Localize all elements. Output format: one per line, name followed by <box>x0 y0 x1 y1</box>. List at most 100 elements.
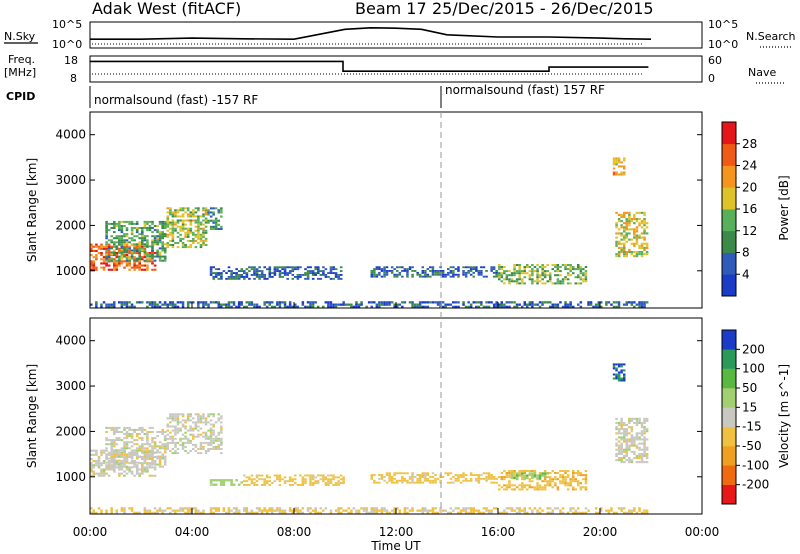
heatmap-cell <box>151 260 154 263</box>
heatmap-cell <box>322 266 325 269</box>
heatmap-cell <box>617 213 621 216</box>
heatmap-cell <box>105 245 108 248</box>
heatmap-cell <box>505 474 509 477</box>
heatmap-cell <box>633 218 636 221</box>
heatmap-cell <box>212 213 215 216</box>
heatmap-cell <box>197 509 200 512</box>
heatmap-cell <box>329 277 333 280</box>
heatmap-cell <box>635 457 639 460</box>
heatmap-cell <box>538 266 542 268</box>
heatmap-cell <box>135 245 139 248</box>
heatmap-cell <box>521 476 524 479</box>
heatmap-cell <box>577 472 580 474</box>
heatmap-cell <box>536 474 539 477</box>
heatmap-cell <box>107 426 111 429</box>
heatmap-cell <box>110 465 113 468</box>
heatmap-cell <box>214 507 218 510</box>
heatmap-cell <box>209 225 213 228</box>
heatmap-cell <box>643 246 646 249</box>
heatmap-cell <box>615 373 618 376</box>
heatmap-cell <box>113 231 116 234</box>
heatmap-cell <box>623 379 626 382</box>
heatmap-cell <box>243 305 246 308</box>
heatmap-cell <box>158 257 162 260</box>
heatmap-cell <box>452 271 455 274</box>
heatmap-cell <box>90 453 93 456</box>
heatmap-cell <box>620 173 623 176</box>
heatmap-cell <box>194 511 198 514</box>
heatmap-cell <box>523 272 526 275</box>
heatmap-cell <box>174 221 177 224</box>
heatmap-cell <box>286 305 289 308</box>
heatmap-cell <box>243 474 246 477</box>
heatmap-cell <box>342 301 345 304</box>
heatmap-cell <box>645 430 649 433</box>
heatmap-cell <box>202 207 205 210</box>
heatmap-cell <box>194 443 198 446</box>
heatmap-cell <box>141 264 144 267</box>
heatmap-cell <box>370 477 373 480</box>
heatmap-cell <box>125 220 129 223</box>
heatmap-cell <box>171 419 175 422</box>
heatmap-cell <box>643 444 646 447</box>
heatmap-cell <box>508 480 511 483</box>
heatmap-cell <box>130 437 134 440</box>
heatmap-cell <box>617 377 621 380</box>
colorbar-tick-label: 28 <box>742 137 757 151</box>
heatmap-cell <box>105 231 108 234</box>
heatmap-cell <box>105 247 108 250</box>
heatmap-cell <box>375 481 379 484</box>
heatmap-cell <box>174 211 177 214</box>
colorbar-tick-label: 50 <box>742 381 757 395</box>
heatmap-cell <box>278 509 282 512</box>
heatmap-cell <box>457 305 460 308</box>
heatmap-cell <box>411 275 414 278</box>
heatmap-cell <box>138 472 141 475</box>
heatmap-cell <box>189 441 192 444</box>
heatmap-cell <box>311 272 315 274</box>
heatmap-cell <box>123 474 126 477</box>
heatmap-cell <box>197 303 200 306</box>
heatmap-cell <box>383 266 386 269</box>
heatmap-cell <box>337 476 340 479</box>
heatmap-cell <box>421 507 424 510</box>
heatmap-cell <box>620 246 623 249</box>
heatmap-cell <box>263 478 266 481</box>
heatmap-cell <box>258 509 261 512</box>
heatmap-cell <box>163 220 167 223</box>
heatmap-cell <box>153 511 157 514</box>
heatmap-cell <box>235 305 238 308</box>
heatmap-cell <box>174 415 177 418</box>
heatmap-cell <box>640 251 644 254</box>
heatmap-cell <box>538 276 542 279</box>
heatmap-cell <box>625 234 628 237</box>
heatmap-cell <box>181 443 185 446</box>
heatmap-cell <box>281 272 284 274</box>
heatmap-cell <box>556 268 560 271</box>
heatmap-cell <box>197 235 200 238</box>
heatmap-cell <box>194 450 198 452</box>
heatmap-cell <box>623 211 626 214</box>
heatmap-cell <box>398 271 402 274</box>
heatmap-cell <box>258 270 261 272</box>
heatmap-cell <box>536 280 539 283</box>
heatmap-cell <box>217 227 220 230</box>
nsky-label: N.Sky <box>4 30 36 43</box>
heatmap-cell <box>181 209 185 212</box>
heatmap-cell <box>273 274 277 276</box>
heatmap-cell <box>500 305 503 308</box>
heatmap-cell <box>396 507 399 510</box>
heatmap-cell <box>329 480 333 483</box>
heatmap-cell <box>505 511 509 514</box>
heatmap-cell <box>130 227 134 229</box>
heatmap-cell <box>278 511 282 514</box>
heatmap-cell <box>199 511 203 514</box>
heatmap-cell <box>120 245 124 248</box>
heatmap-cell <box>635 434 639 437</box>
heatmap-cell <box>135 264 139 267</box>
heatmap-cell <box>612 511 616 514</box>
heatmap-cell <box>197 433 200 436</box>
heatmap-cell <box>640 220 644 223</box>
heatmap-cell <box>120 251 124 254</box>
heatmap-cell <box>184 441 187 444</box>
